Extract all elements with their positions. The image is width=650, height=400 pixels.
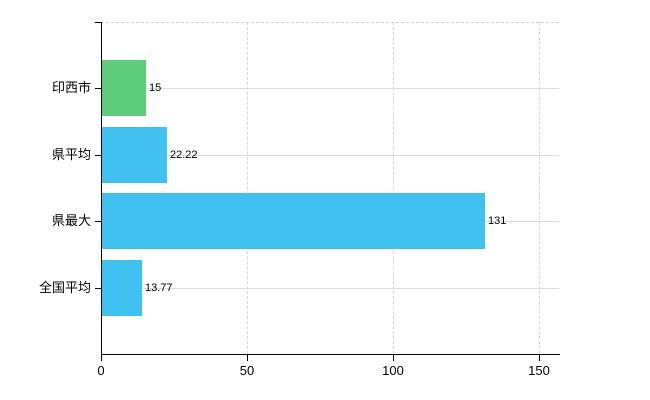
x-tick-label: 150 bbox=[528, 363, 550, 378]
category-label: 県平均 bbox=[51, 147, 91, 162]
bar-value-label: 131 bbox=[488, 215, 507, 227]
v-gridline bbox=[393, 22, 394, 354]
category-label: 県最大 bbox=[51, 213, 91, 228]
x-tick-label: 100 bbox=[382, 363, 404, 378]
bar bbox=[102, 260, 142, 316]
y-axis-tick bbox=[95, 288, 101, 289]
v-gridline bbox=[539, 22, 540, 354]
x-axis-tick bbox=[247, 355, 248, 361]
v-gridline bbox=[247, 22, 248, 354]
category-label: 全国平均 bbox=[38, 280, 91, 295]
y-axis-tick bbox=[95, 155, 101, 156]
y-axis-top-tick bbox=[95, 22, 101, 23]
bar-value-label: 13.77 bbox=[145, 282, 173, 294]
y-axis-tick bbox=[95, 88, 101, 89]
bar-value-label: 15 bbox=[149, 82, 162, 94]
h-gridline bbox=[101, 288, 559, 289]
bar-value-label: 22.22 bbox=[170, 149, 198, 161]
x-axis-tick bbox=[101, 355, 102, 361]
bar bbox=[102, 193, 485, 249]
h-gridline bbox=[101, 88, 559, 89]
h-gridline bbox=[101, 155, 559, 156]
bar bbox=[102, 127, 167, 183]
x-axis-tick bbox=[393, 355, 394, 361]
plot-top-border bbox=[101, 22, 559, 23]
y-axis-line bbox=[101, 22, 102, 355]
x-tick-label: 0 bbox=[97, 363, 105, 378]
category-label: 印西市 bbox=[51, 80, 91, 95]
x-axis-tick bbox=[539, 355, 540, 361]
y-axis-tick bbox=[95, 221, 101, 222]
x-tick-label: 50 bbox=[239, 363, 255, 378]
x-axis-line bbox=[101, 354, 560, 355]
bar bbox=[102, 60, 146, 116]
